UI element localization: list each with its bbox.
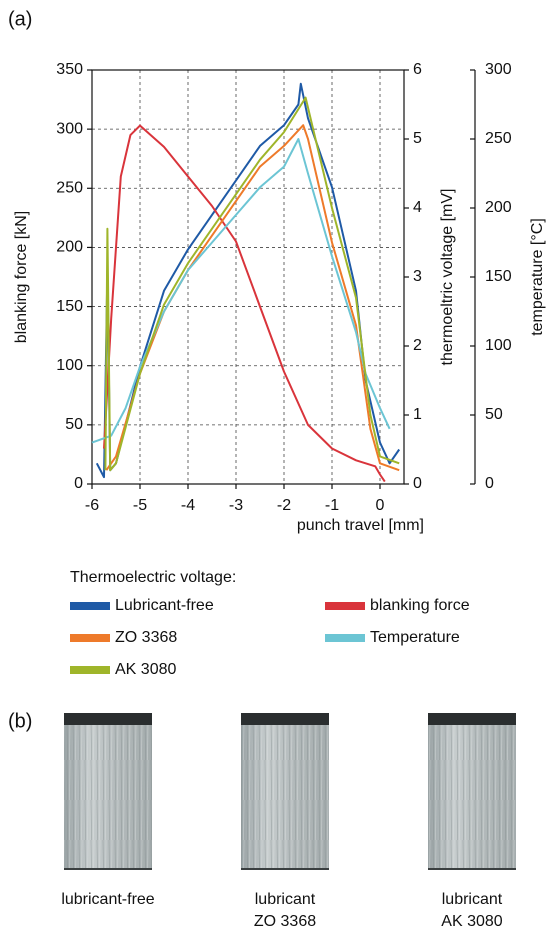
specimen-images [64, 713, 516, 870]
x-axis-label: punch travel [mm] [297, 517, 424, 534]
x-tick-label: -3 [229, 497, 243, 514]
y2-tick-label: 6 [413, 61, 422, 78]
legend-label: ZO 3368 [115, 629, 177, 646]
legend-label: blanking force [370, 597, 470, 614]
y3-tick-label: 150 [485, 268, 512, 285]
y2-tick-label: 1 [413, 406, 422, 423]
y-tick-label: 150 [56, 298, 83, 315]
y2-tick-label: 4 [413, 199, 422, 216]
y3-axis-label: temperature [°C] [529, 218, 546, 336]
y-tick-label: 250 [56, 180, 83, 197]
y-tick-label: 300 [56, 120, 83, 137]
y3-tick-label: 300 [485, 61, 512, 78]
y2-tick-label: 0 [413, 475, 422, 492]
specimen-caption: lubricant-free [61, 891, 154, 908]
specimen-image [64, 713, 152, 870]
specimen-caption: lubricant [255, 891, 316, 908]
series-line [91, 138, 391, 444]
specimen-caption: lubricant [442, 891, 503, 908]
legend-swatch [325, 602, 365, 610]
legend-swatch [70, 602, 110, 610]
series-line [104, 96, 400, 472]
legend-label: AK 3080 [115, 661, 176, 678]
x-tick-label: -2 [277, 497, 291, 514]
y-tick-label: 0 [74, 475, 83, 492]
legend-swatch [325, 634, 365, 642]
specimen-caption: ZO 3368 [254, 913, 316, 930]
legend-swatch [70, 634, 110, 642]
y2-tick-label: 2 [413, 337, 422, 354]
panel-label: (a) [8, 8, 32, 30]
x-tick-label: -6 [85, 497, 99, 514]
legend-title: Thermoelectric voltage: [70, 569, 236, 586]
y2-tick-label: 3 [413, 268, 422, 285]
plot-frame [91, 69, 405, 485]
legend-label: Temperature [370, 629, 460, 646]
y2-tick-label: 5 [413, 130, 422, 147]
y3-tick-label: 0 [485, 475, 494, 492]
series-line [95, 82, 401, 479]
specimen-image [241, 713, 329, 870]
legend-label: Lubricant-free [115, 597, 214, 614]
y-tick-label: 200 [56, 239, 83, 256]
y3-tick-label: 250 [485, 130, 512, 147]
y-tick-label: 350 [56, 61, 83, 78]
legend-swatch [70, 666, 110, 674]
specimen-caption: AK 3080 [441, 913, 502, 930]
series-line [105, 124, 400, 472]
y3-tick-label: 100 [485, 337, 512, 354]
x-tick-label: -5 [133, 497, 147, 514]
specimen-image [428, 713, 516, 870]
y2-axis-label: thermoeltric voltage [mV] [439, 189, 456, 366]
y3-tick-label: 50 [485, 406, 503, 423]
y3-tick-label: 200 [485, 199, 512, 216]
y-tick-label: 50 [65, 416, 83, 433]
y-tick-label: 100 [56, 357, 83, 374]
y-axis-label: blanking force [kN] [13, 211, 30, 344]
x-tick-label: -4 [181, 497, 195, 514]
x-tick-label: -1 [325, 497, 339, 514]
series-line [103, 124, 386, 483]
x-tick-label: 0 [376, 497, 385, 514]
panel-label: (b) [8, 710, 32, 732]
